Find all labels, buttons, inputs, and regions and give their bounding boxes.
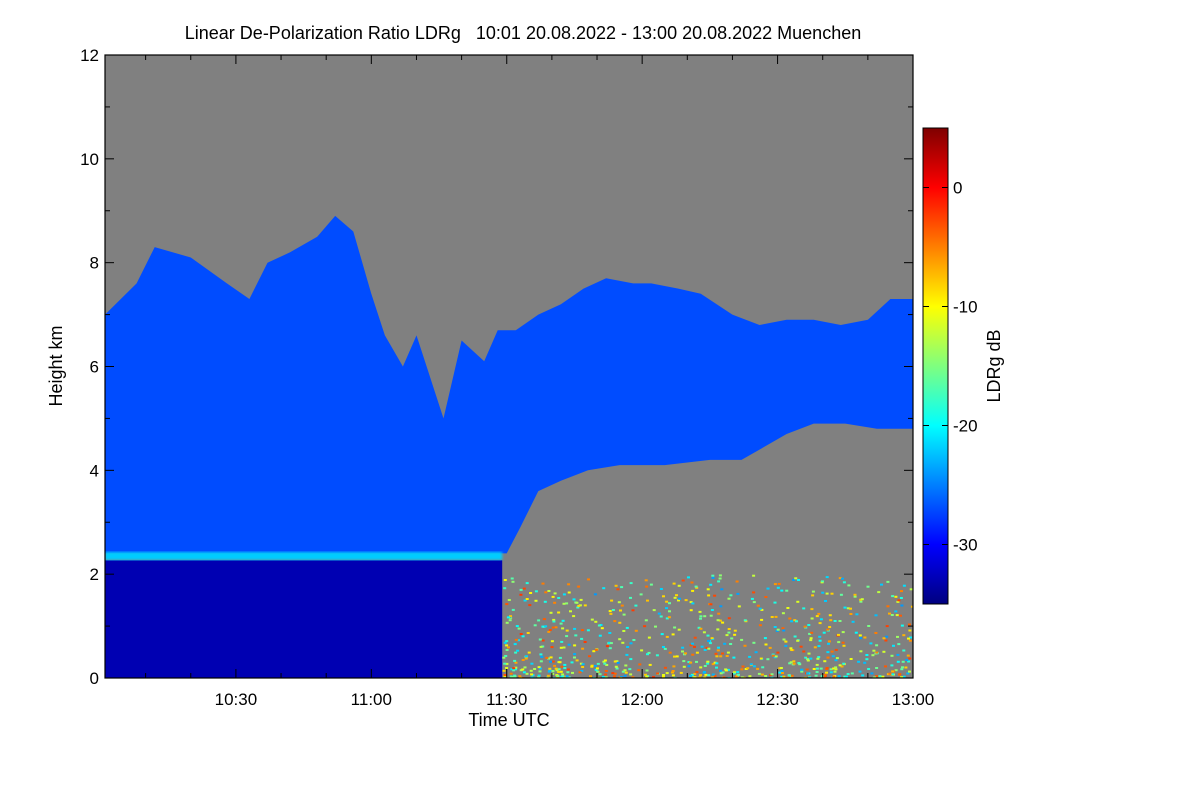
y-tick-label: 2 <box>90 565 99 584</box>
x-axis: 10:30 11:00 11:30 12:00 12:30 13:00 <box>145 55 935 709</box>
colorbar-tick-label: -30 <box>953 536 978 555</box>
x-tick-label: 11:30 <box>486 690 527 709</box>
colorbar: 0 -10 -20 -30 LDRg dB <box>922 127 1004 605</box>
plot-area <box>105 55 913 678</box>
x-tick-label: 11:00 <box>351 690 392 709</box>
y-tick-label: 8 <box>90 254 99 273</box>
boundary-layer-line <box>105 551 503 560</box>
surface-noise <box>502 574 913 678</box>
y-axis-label: Height km <box>46 325 66 406</box>
y-axis: 0 2 4 6 8 10 12 <box>80 46 913 688</box>
below-cloud-layer <box>105 560 503 678</box>
y-tick-label: 4 <box>90 461 99 480</box>
y-tick-label: 10 <box>80 150 99 169</box>
colorbar-tick-label: 0 <box>953 179 962 198</box>
x-tick-label: 12:30 <box>756 690 799 709</box>
colorbar-label: LDRg dB <box>984 329 1004 402</box>
x-tick-label: 10:30 <box>215 690 258 709</box>
y-tick-label: 6 <box>90 358 99 377</box>
colorbar-tick-label: -10 <box>953 298 978 317</box>
y-tick-label: 12 <box>80 46 99 65</box>
x-tick-label: 12:00 <box>621 690 664 709</box>
colorbar-scale <box>922 127 949 605</box>
x-tick-label: 13:00 <box>892 690 935 709</box>
colorbar-tick-label: -20 <box>953 417 978 436</box>
y-tick-label: 0 <box>90 669 99 688</box>
chart-title: Linear De-Polarization Ratio LDRg 10:01 … <box>185 23 861 43</box>
cloud-region <box>105 215 913 554</box>
x-axis-label: Time UTC <box>468 710 549 730</box>
